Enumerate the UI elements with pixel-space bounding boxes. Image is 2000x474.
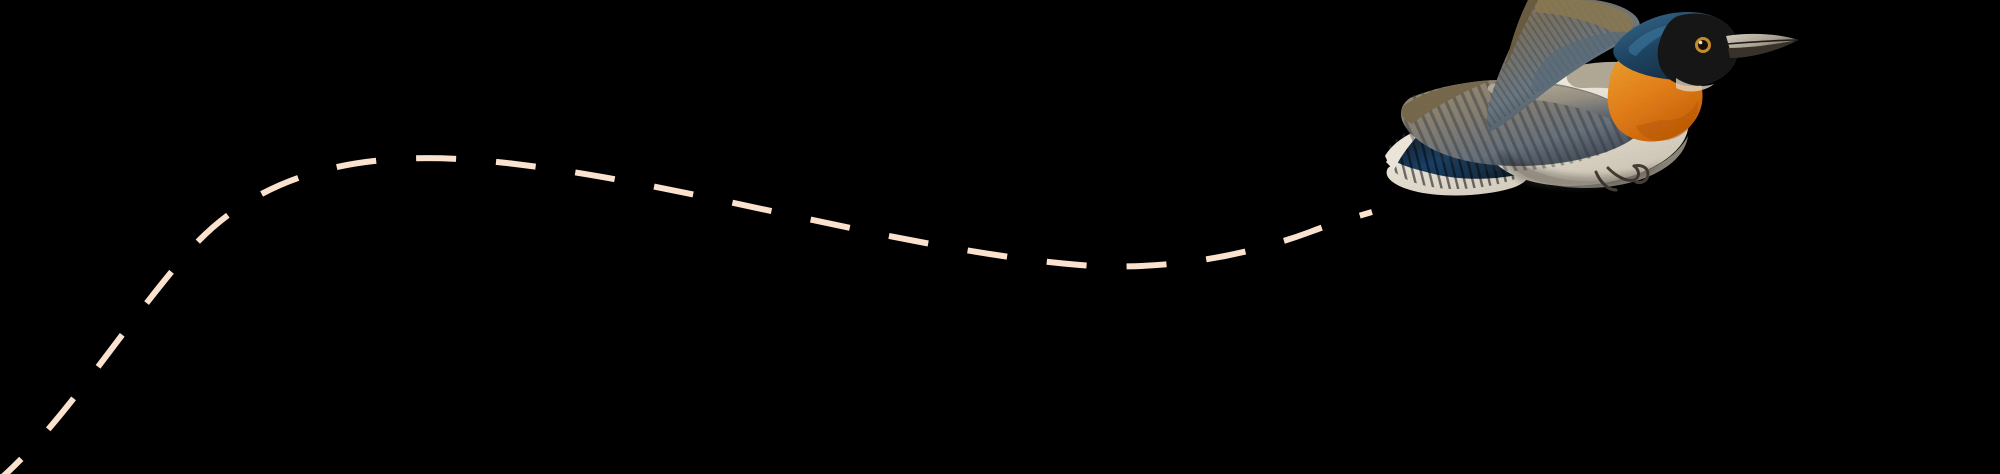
claw (1632, 164, 1650, 184)
bird-eye (1695, 37, 1711, 53)
body-soft-shading (1500, 150, 1664, 189)
eye-glint (1698, 40, 1703, 45)
bird-head (1613, 12, 1799, 92)
beak-gape-line (1725, 39, 1799, 45)
bird-beak (1725, 33, 1799, 58)
flying-bird (1385, 0, 1799, 196)
breast-deep-shadow (1636, 100, 1699, 141)
foot-left (1606, 164, 1640, 182)
upper-wing-inner-shade (1531, 31, 1630, 93)
flight-trail-path (1, 155, 1373, 474)
head-cheek-flash (1676, 78, 1714, 92)
lower-wing-primary-tip (1401, 80, 1492, 124)
upper-wing-leading-edge (1534, 0, 1634, 36)
head-crown-highlight (1628, 23, 1688, 56)
beak-lower (1728, 40, 1798, 58)
flight-trail (1, 155, 1373, 474)
